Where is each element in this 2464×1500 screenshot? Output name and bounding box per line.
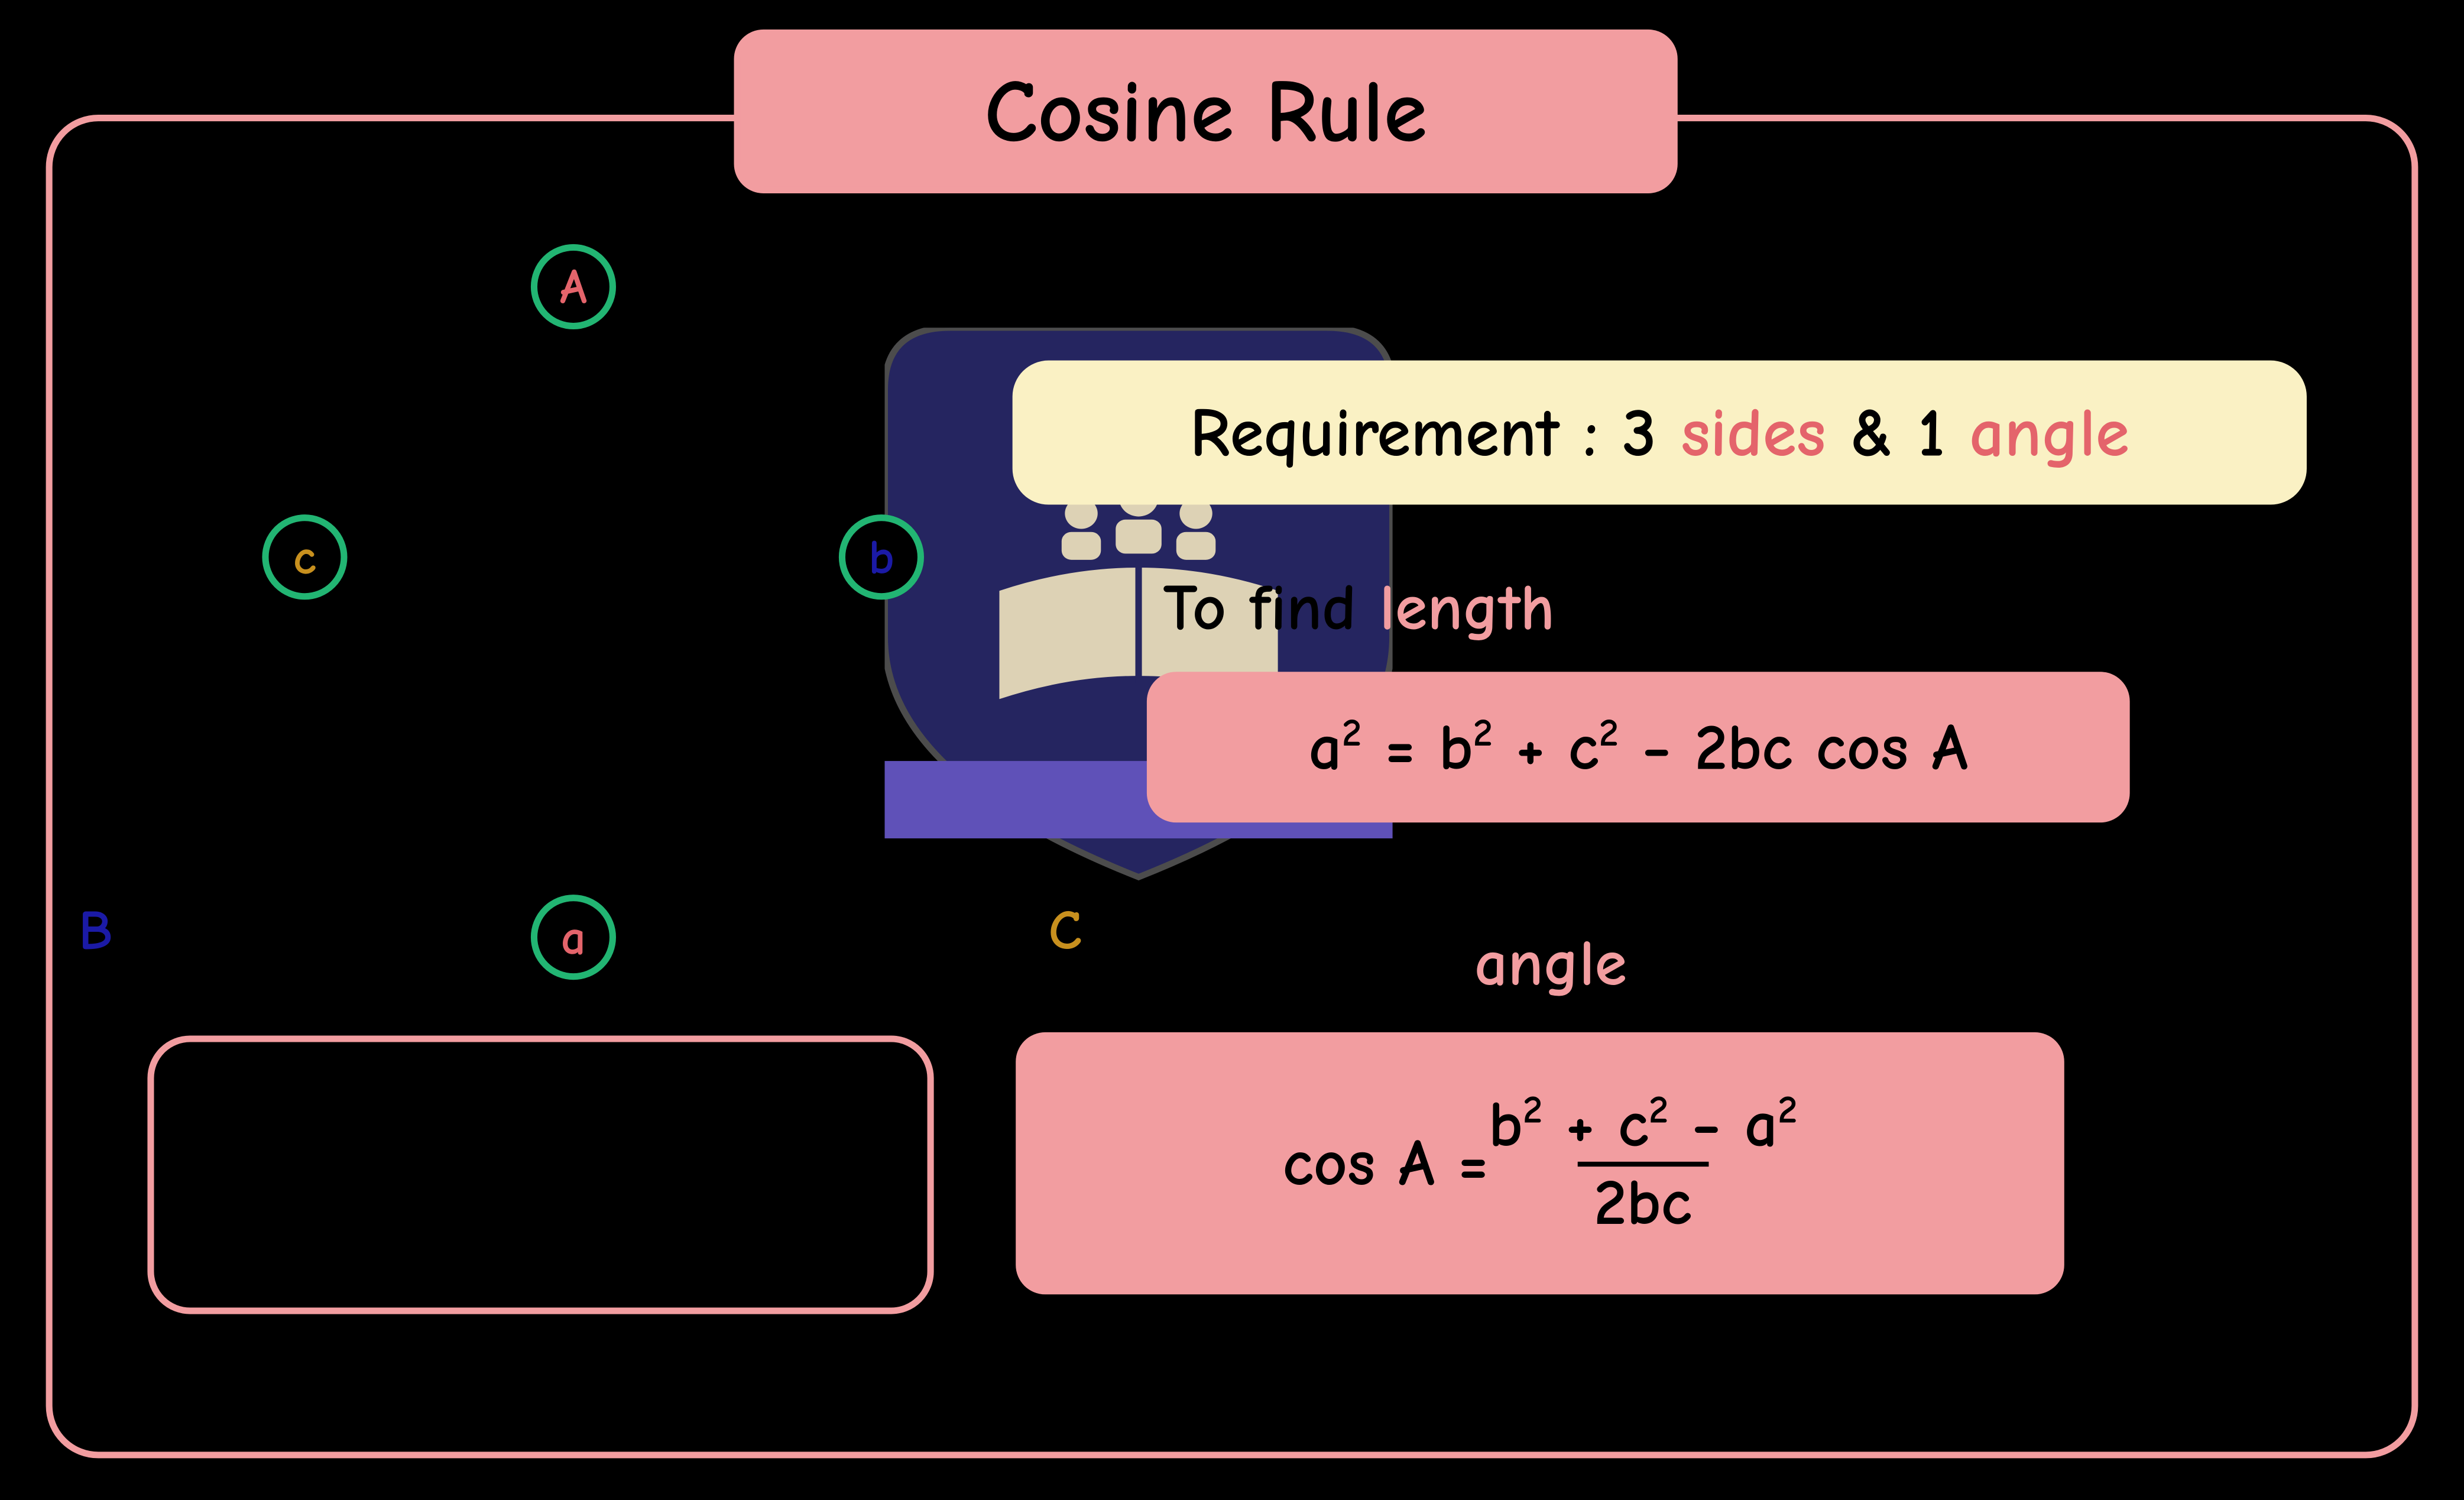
find-angle-text: angle xyxy=(1474,926,1627,1001)
title-box: Cosine Rule xyxy=(734,30,1678,193)
circle-label-A: A xyxy=(531,244,616,329)
formula-length-expr: a2 = b2 + c2 − 2bc cos A xyxy=(1309,709,1968,785)
vertex-label-B: B xyxy=(79,898,113,964)
empty-note-box xyxy=(147,1035,933,1314)
requirement-text: Requirement : 3 sides & 1 angle xyxy=(1190,393,2129,473)
formula-angle-denominator: 2bc xyxy=(1578,1161,1708,1238)
circle-label-b: b xyxy=(839,514,924,600)
formula-angle-fraction: b2 + c2 − a2 2bc xyxy=(1489,1088,1798,1238)
formula-length-box: a2 = b2 + c2 − 2bc cos A xyxy=(1147,672,2130,822)
formula-angle-box: cos A = b2 + c2 − a2 2bc xyxy=(1016,1032,2064,1294)
requirement-box: Requirement : 3 sides & 1 angle xyxy=(1013,361,2307,505)
circle-label-c: c xyxy=(262,514,347,600)
formula-angle-numerator: b2 + c2 − a2 xyxy=(1489,1088,1798,1161)
vertex-label-C: C xyxy=(1049,898,1082,964)
title-text: Cosine Rule xyxy=(984,60,1427,163)
find-length-text: To find length xyxy=(1163,570,1555,645)
formula-angle-lhs: cos A = xyxy=(1283,1126,1489,1201)
circle-label-a: a xyxy=(531,895,616,980)
